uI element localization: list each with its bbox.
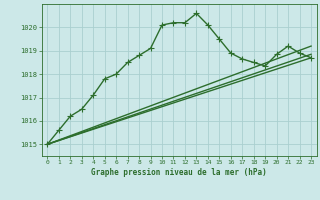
X-axis label: Graphe pression niveau de la mer (hPa): Graphe pression niveau de la mer (hPa) [91,168,267,177]
